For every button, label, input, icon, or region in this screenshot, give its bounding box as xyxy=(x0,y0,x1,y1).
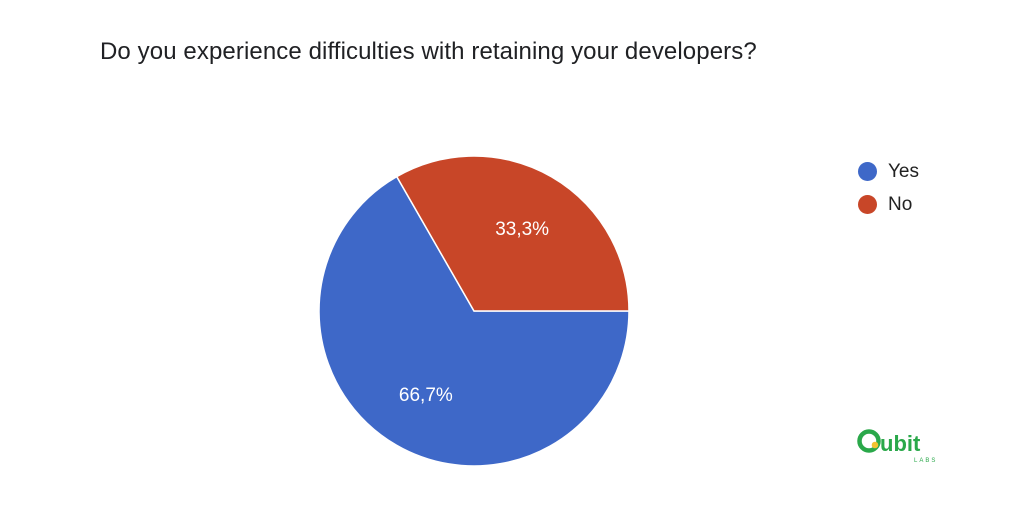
pie-label-yes: 66,7% xyxy=(399,385,453,406)
legend-swatch-no xyxy=(858,195,877,214)
legend-swatch-yes xyxy=(858,162,877,181)
chart-legend: Yes No xyxy=(858,155,919,221)
svg-text:ubit: ubit xyxy=(880,431,921,456)
chart-title: Do you experience difficulties with reta… xyxy=(100,38,757,65)
pie-slice-yes[interactable] xyxy=(318,175,630,467)
legend-label-yes: Yes xyxy=(888,160,919,182)
pie-slice-no[interactable] xyxy=(395,155,630,312)
pie-label-no: 33,3% xyxy=(495,219,549,240)
legend-label-no: No xyxy=(888,193,913,215)
legend-item-no[interactable]: No xyxy=(858,188,919,221)
svg-text:LABS: LABS xyxy=(914,458,937,464)
legend-item-yes[interactable]: Yes xyxy=(858,155,919,188)
qubit-labs-logo: ubit LABS xyxy=(857,429,937,464)
